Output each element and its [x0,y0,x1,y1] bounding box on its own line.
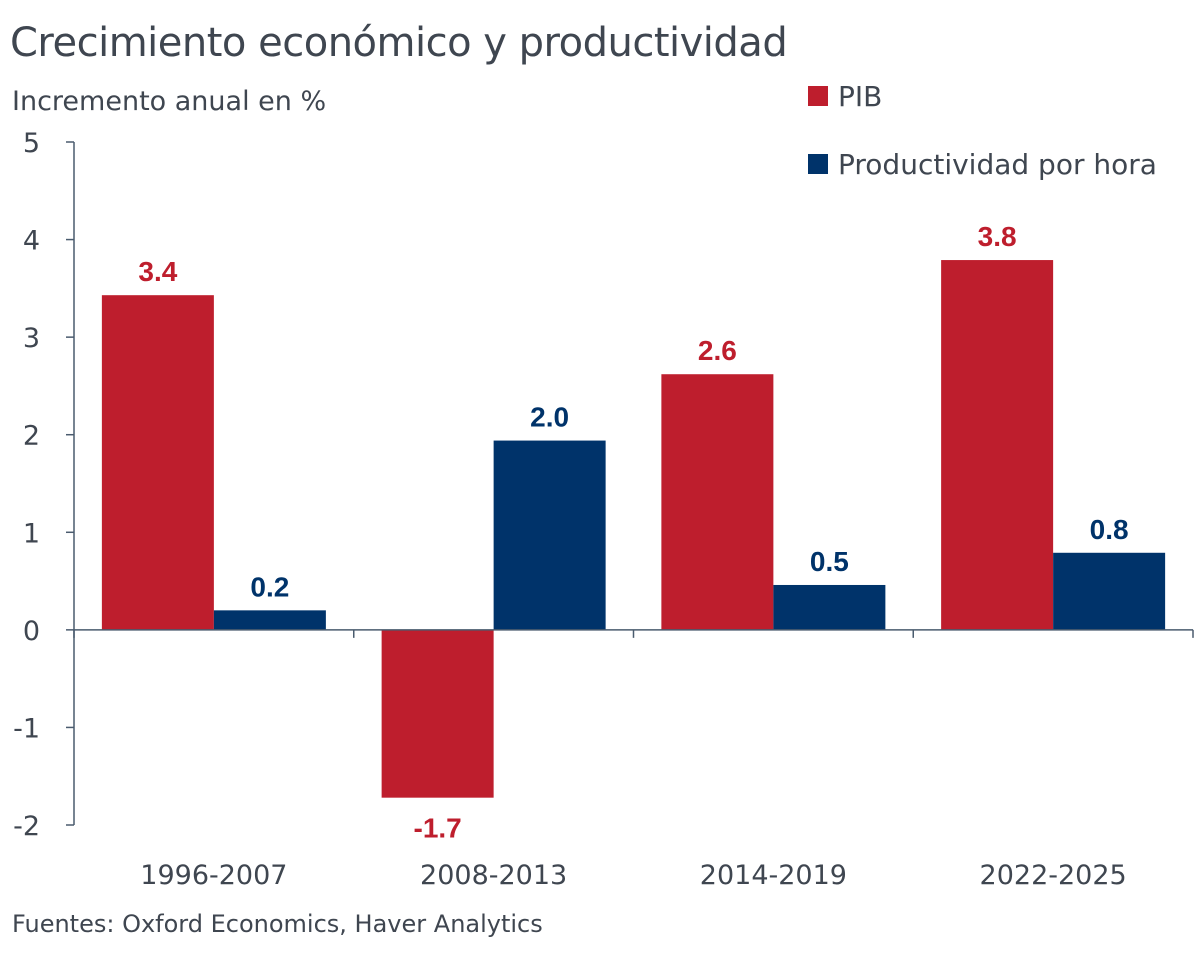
chart-subtitle: Incremento anual en % [12,86,327,117]
data-label: 0.8 [1090,514,1129,545]
data-label: 2.6 [698,335,737,366]
data-labels: 3.4 0.2 -1.7 2.0 2.6 0.5 3.8 0.8 [138,221,1128,844]
y-tick-label: 4 [23,226,40,257]
data-label: 0.2 [250,571,289,602]
y-tick-label: 1 [23,518,40,549]
y-tick-label: 5 [23,128,40,159]
y-axis: 5 4 3 2 1 0 -1 -2 [13,128,75,842]
legend-swatch-pib [808,86,828,106]
legend-label-pib: PIB [838,79,883,113]
legend-swatch-productividad [808,154,828,174]
bar-productividad [1053,552,1166,630]
legend-label-productividad: Productividad por hora [838,147,1157,181]
bar-pib [661,374,774,630]
bar-pib [381,629,494,798]
x-tick-label: 2008-2013 [420,860,567,891]
data-label: 3.8 [978,221,1017,252]
y-tick-label: -1 [13,713,40,744]
x-axis [73,629,1194,638]
data-label: 0.5 [810,546,849,577]
data-label: 2.0 [530,402,569,433]
x-tick-label: 2022-2025 [980,860,1127,891]
bar-pib [941,260,1054,630]
bars [101,260,1166,798]
y-tick-label: -2 [13,811,40,842]
chart-source: Fuentes: Oxford Economics, Haver Analyti… [12,910,543,938]
legend-item-productividad: Productividad por hora [808,146,1157,182]
data-label: -1.7 [414,813,462,844]
data-label: 3.4 [138,256,177,287]
legend-item-pib: PIB [808,78,1157,114]
bar-productividad [213,610,326,630]
chart-title: Crecimiento económico y productividad [10,20,788,66]
x-tick-label: 1996-2007 [140,860,287,891]
y-tick-label: 3 [23,323,40,354]
bar-productividad [493,440,606,630]
y-tick-label: 0 [23,616,40,647]
legend: PIB Productividad por hora [808,78,1157,214]
y-tick-label: 2 [23,421,40,452]
x-tick-labels: 1996-2007 2008-2013 2014-2019 2022-2025 [140,860,1126,891]
x-tick-label: 2014-2019 [700,860,847,891]
bar-productividad [773,584,886,630]
bar-pib [101,295,214,630]
